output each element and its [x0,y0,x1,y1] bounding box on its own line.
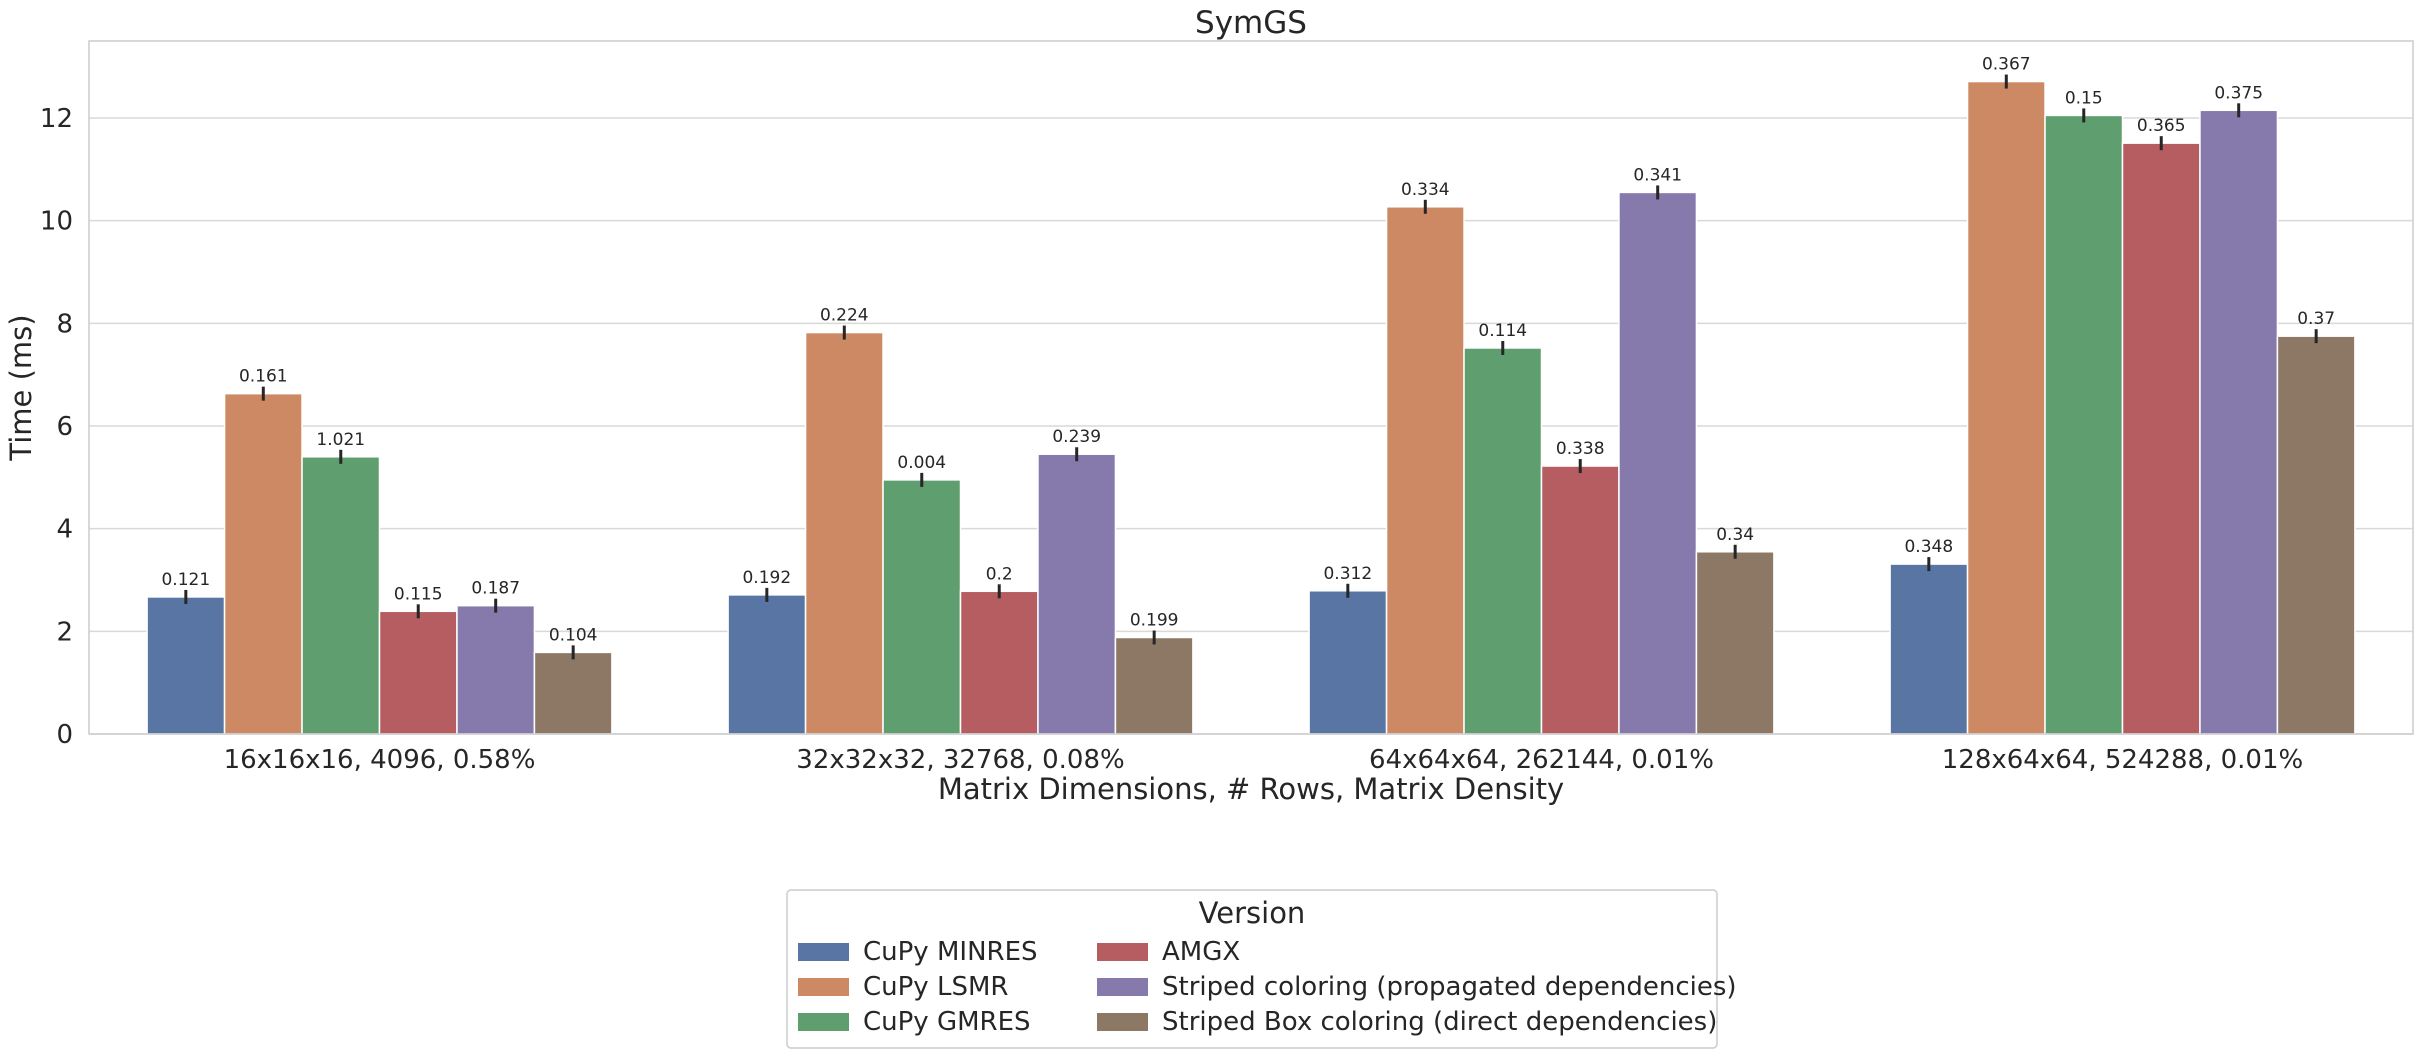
legend-label: CuPy MINRES [863,937,1038,967]
data-label: 0.365 [2137,116,2186,136]
legend-items: CuPy MINRES CuPy LSMR CuPy GMRES AMGX Stripe… [798,937,1737,1037]
data-label: 0.37 [2297,309,2335,329]
bar [1308,590,1388,735]
legend: Version CuPy MINRES CuPy LSMR CuPy GMRES AM… [786,889,1737,1049]
legend-swatch [798,978,849,996]
data-label: 0.199 [1130,610,1179,630]
data-label: 0.239 [1052,427,1101,447]
data-label: 0.115 [394,584,443,604]
legend-swatch [1097,943,1148,961]
bar [1695,551,1775,735]
y-tick-label: 12 [40,104,73,134]
x-tick-label: 16x16x16, 4096, 0.58% [224,745,536,775]
bar [301,456,381,735]
bar [1385,206,1465,735]
y-tick-label: 10 [40,207,73,237]
x-tick-label: 64x64x64, 262144, 0.01% [1369,745,1714,775]
data-label: 0.34 [1716,525,1754,545]
data-label: 0.367 [1982,55,2031,75]
x-tick-labels: 16x16x16, 4096, 0.58% 32x32x32, 32768, 0.… [224,745,2304,775]
data-label: 1.021 [316,430,365,450]
data-label: 0.341 [1633,165,1682,185]
bar [2044,114,2124,735]
bar [146,596,226,735]
data-label: 0.121 [161,570,210,590]
x-tick-label: 32x32x32, 32768, 0.08% [796,745,1124,775]
legend-label: Striped coloring (propagated dependencie… [1162,972,1737,1002]
bar [959,590,1039,735]
data-label: 0.187 [471,579,520,599]
data-label: 0.161 [239,367,288,387]
bar [727,594,807,735]
y-tick-label: 4 [56,515,73,545]
data-label: 0.334 [1401,180,1450,200]
data-label: 0.004 [897,453,946,473]
bar [2199,109,2279,735]
bar [1037,453,1117,735]
legend-title: Version [1199,896,1306,930]
legend-swatch [1097,978,1148,996]
bar [804,331,884,735]
y-tick-labels: 0 2 4 6 8 10 12 [40,104,73,750]
data-label: 0.192 [742,568,791,588]
y-tick-label: 8 [56,309,73,339]
bars [146,74,2356,735]
data-label: 0.224 [820,306,869,326]
y-tick-label: 6 [56,412,73,442]
bar [533,651,613,735]
data-label: 0.348 [1904,537,1953,557]
data-label: 0.114 [1478,321,1527,341]
bar [1889,563,1969,735]
data-label: 0.2 [986,564,1013,584]
y-axis-title: Time (ms) [4,314,38,461]
bar [1966,80,2046,735]
legend-label: CuPy LSMR [863,972,1008,1002]
data-label: 0.15 [2065,88,2103,108]
legend-box [786,889,1718,1049]
data-label: 0.338 [1556,439,1605,459]
y-tick-label: 2 [56,617,73,647]
legend-label: CuPy GMRES [863,1007,1031,1037]
x-tick-label: 128x64x64, 524288, 0.01% [1942,745,2303,775]
legend-swatch [798,943,849,961]
legend-swatch [798,1013,849,1031]
bar [456,604,536,735]
bar [378,610,458,735]
data-label: 0.104 [549,625,598,645]
data-label: 0.312 [1323,564,1372,584]
legend-label: Striped Box coloring (direct dependencie… [1162,1007,1717,1037]
plot-frame [88,40,2414,735]
bar [1618,191,1698,735]
chart-title: SymGS [1195,5,1307,41]
legend-label: AMGX [1162,937,1240,967]
bar [1463,347,1543,735]
bar [1114,636,1194,735]
x-axis-title: Matrix Dimensions, # Rows, Matrix Densit… [938,772,1564,806]
bar [2276,335,2356,735]
bar [882,479,962,735]
bar [2121,142,2201,735]
data-label: 0.375 [2214,83,2263,103]
data-labels: 0.121 0.161 1.021 0.115 0.187 0.104 0.192 0.224… [161,55,2335,646]
legend-swatch [1097,1013,1148,1031]
bar [223,392,303,735]
y-tick-label: 0 [56,720,73,750]
bar [1540,465,1620,735]
